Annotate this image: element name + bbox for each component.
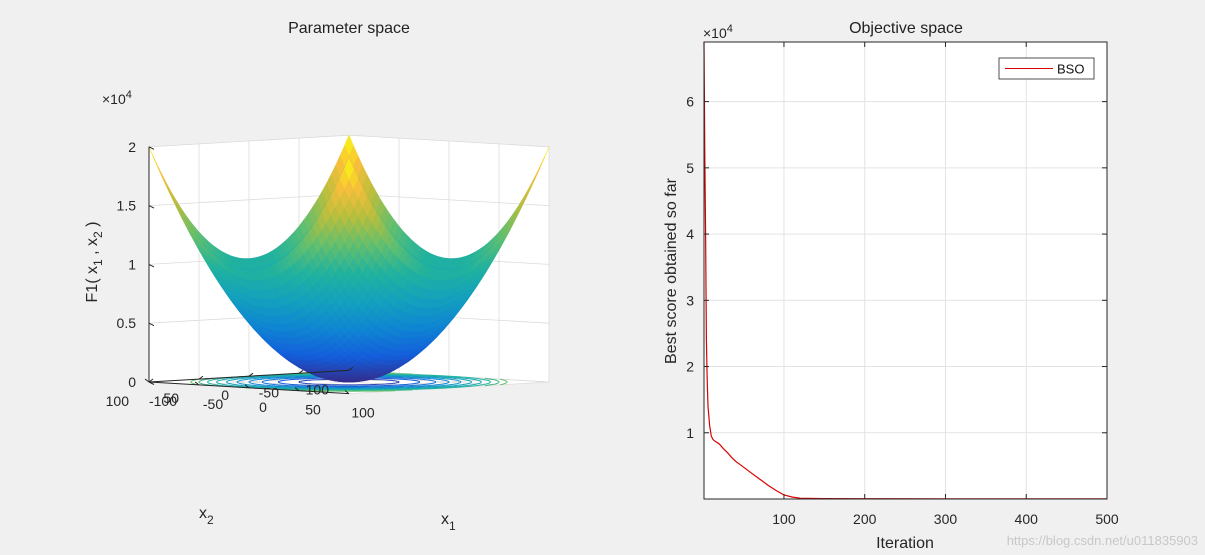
- convergence-x-tick-label: 200: [853, 511, 877, 527]
- surface-x2-label: x2: [199, 505, 214, 527]
- surface-x1-tick-label: 50: [305, 402, 321, 418]
- contour-ring: [484, 377, 500, 387]
- surface-x1-label: x1: [441, 511, 456, 533]
- convergence-y-exponent: ×104: [703, 23, 733, 41]
- surface-x1-tick-label: -100: [149, 393, 177, 409]
- surface-z-tick: [148, 205, 155, 209]
- surface-z-tick: [148, 263, 155, 268]
- surface-z-tick-label: 1: [128, 256, 136, 272]
- surface-mesh: [148, 134, 550, 383]
- surface-title: Parameter space: [288, 20, 410, 37]
- convergence-y-tick-label: 1: [686, 425, 694, 441]
- convergence-x-tick-label: 400: [1015, 511, 1039, 527]
- surface-x1-tick: [194, 381, 200, 386]
- contour-ring: [277, 377, 421, 387]
- surface-x1-tick: [244, 384, 250, 389]
- surface-x2-tick-label: -50: [259, 384, 279, 400]
- surface-x2-tick-label: -100: [301, 381, 329, 397]
- surface-x2-tick-label: 0: [221, 387, 229, 403]
- contour-ring: [261, 376, 437, 388]
- contour-ring: [190, 378, 198, 386]
- contour-ring: [226, 374, 472, 390]
- legend[interactable]: BSO: [998, 57, 1095, 80]
- contour-ring: [198, 377, 214, 387]
- legend-label-bso: BSO: [1057, 62, 1084, 77]
- convergence-y-tick-label: 2: [686, 359, 694, 375]
- surface-z-tick-label: 0.5: [117, 315, 137, 331]
- convergence-y-tick-label: 3: [686, 292, 694, 308]
- contour-ring: [500, 378, 508, 386]
- convergence-x-tick-label: 300: [934, 511, 958, 527]
- surface-x1-tick-label: -50: [203, 396, 223, 412]
- surface-z-tick: [148, 322, 155, 327]
- convergence-plot: 100 200 300 400 500 1 2 3 4 5 6 Objective space ×1…: [663, 20, 1119, 552]
- convergence-y-label: Best score obtained so far: [663, 177, 680, 364]
- surface-z-tick: [148, 146, 155, 150]
- convergence-axes-frame: [703, 41, 1108, 500]
- series-line-bso: [703, 41, 1108, 500]
- contour-ring: [298, 378, 400, 386]
- surface-z-exponent: ×104: [102, 89, 132, 107]
- surface-x1-tick: [144, 378, 150, 383]
- surface-z-tick-label: 2: [128, 139, 136, 155]
- convergence-x-tick-label: 500: [1095, 511, 1119, 527]
- convergence-y-tick-label: 5: [686, 160, 694, 176]
- convergence-y-tick-label: 4: [686, 226, 694, 242]
- surface-x2-tick: [298, 369, 304, 374]
- surface-x1-tick: [294, 387, 300, 392]
- convergence-series: [703, 41, 1108, 500]
- surface-patch: [344, 157, 354, 180]
- surface-x2-tick: [198, 375, 204, 380]
- surface-z-tick-label: 0: [128, 374, 136, 390]
- contour-ring: [236, 375, 462, 389]
- watermark: https://blog.csdn.net/u011835903: [1007, 533, 1198, 548]
- surface-x2-tick: [348, 366, 354, 371]
- surface-z-tick: [148, 381, 155, 385]
- surface-x2-tick-label: 50: [163, 390, 179, 406]
- convergence-title: Objective space: [849, 20, 963, 37]
- surface-z-label: F1( x1 , x2 ): [84, 222, 105, 303]
- surface-z-tick-label: 1.5: [117, 198, 137, 214]
- contour-ring: [216, 373, 482, 391]
- surface-x2-tick-label: 100: [106, 393, 130, 409]
- surface-x1-tick-label: 0: [259, 399, 267, 415]
- surface-x2-tick: [148, 378, 154, 383]
- convergence-x-tick-label: 100: [772, 511, 796, 527]
- convergence-y-tick-label: 6: [686, 94, 694, 110]
- convergence-axes-box: [704, 42, 1107, 499]
- surface-x1-tick: [344, 390, 350, 395]
- convergence-x-label: Iteration: [876, 535, 934, 552]
- convergence-ticks: 100 200 300 400 500 1 2 3 4 5 6: [686, 42, 1119, 527]
- contour-ring: [248, 375, 450, 389]
- surface-x2-tick: [248, 372, 254, 377]
- surface-x1-tick-label: 100: [351, 405, 375, 421]
